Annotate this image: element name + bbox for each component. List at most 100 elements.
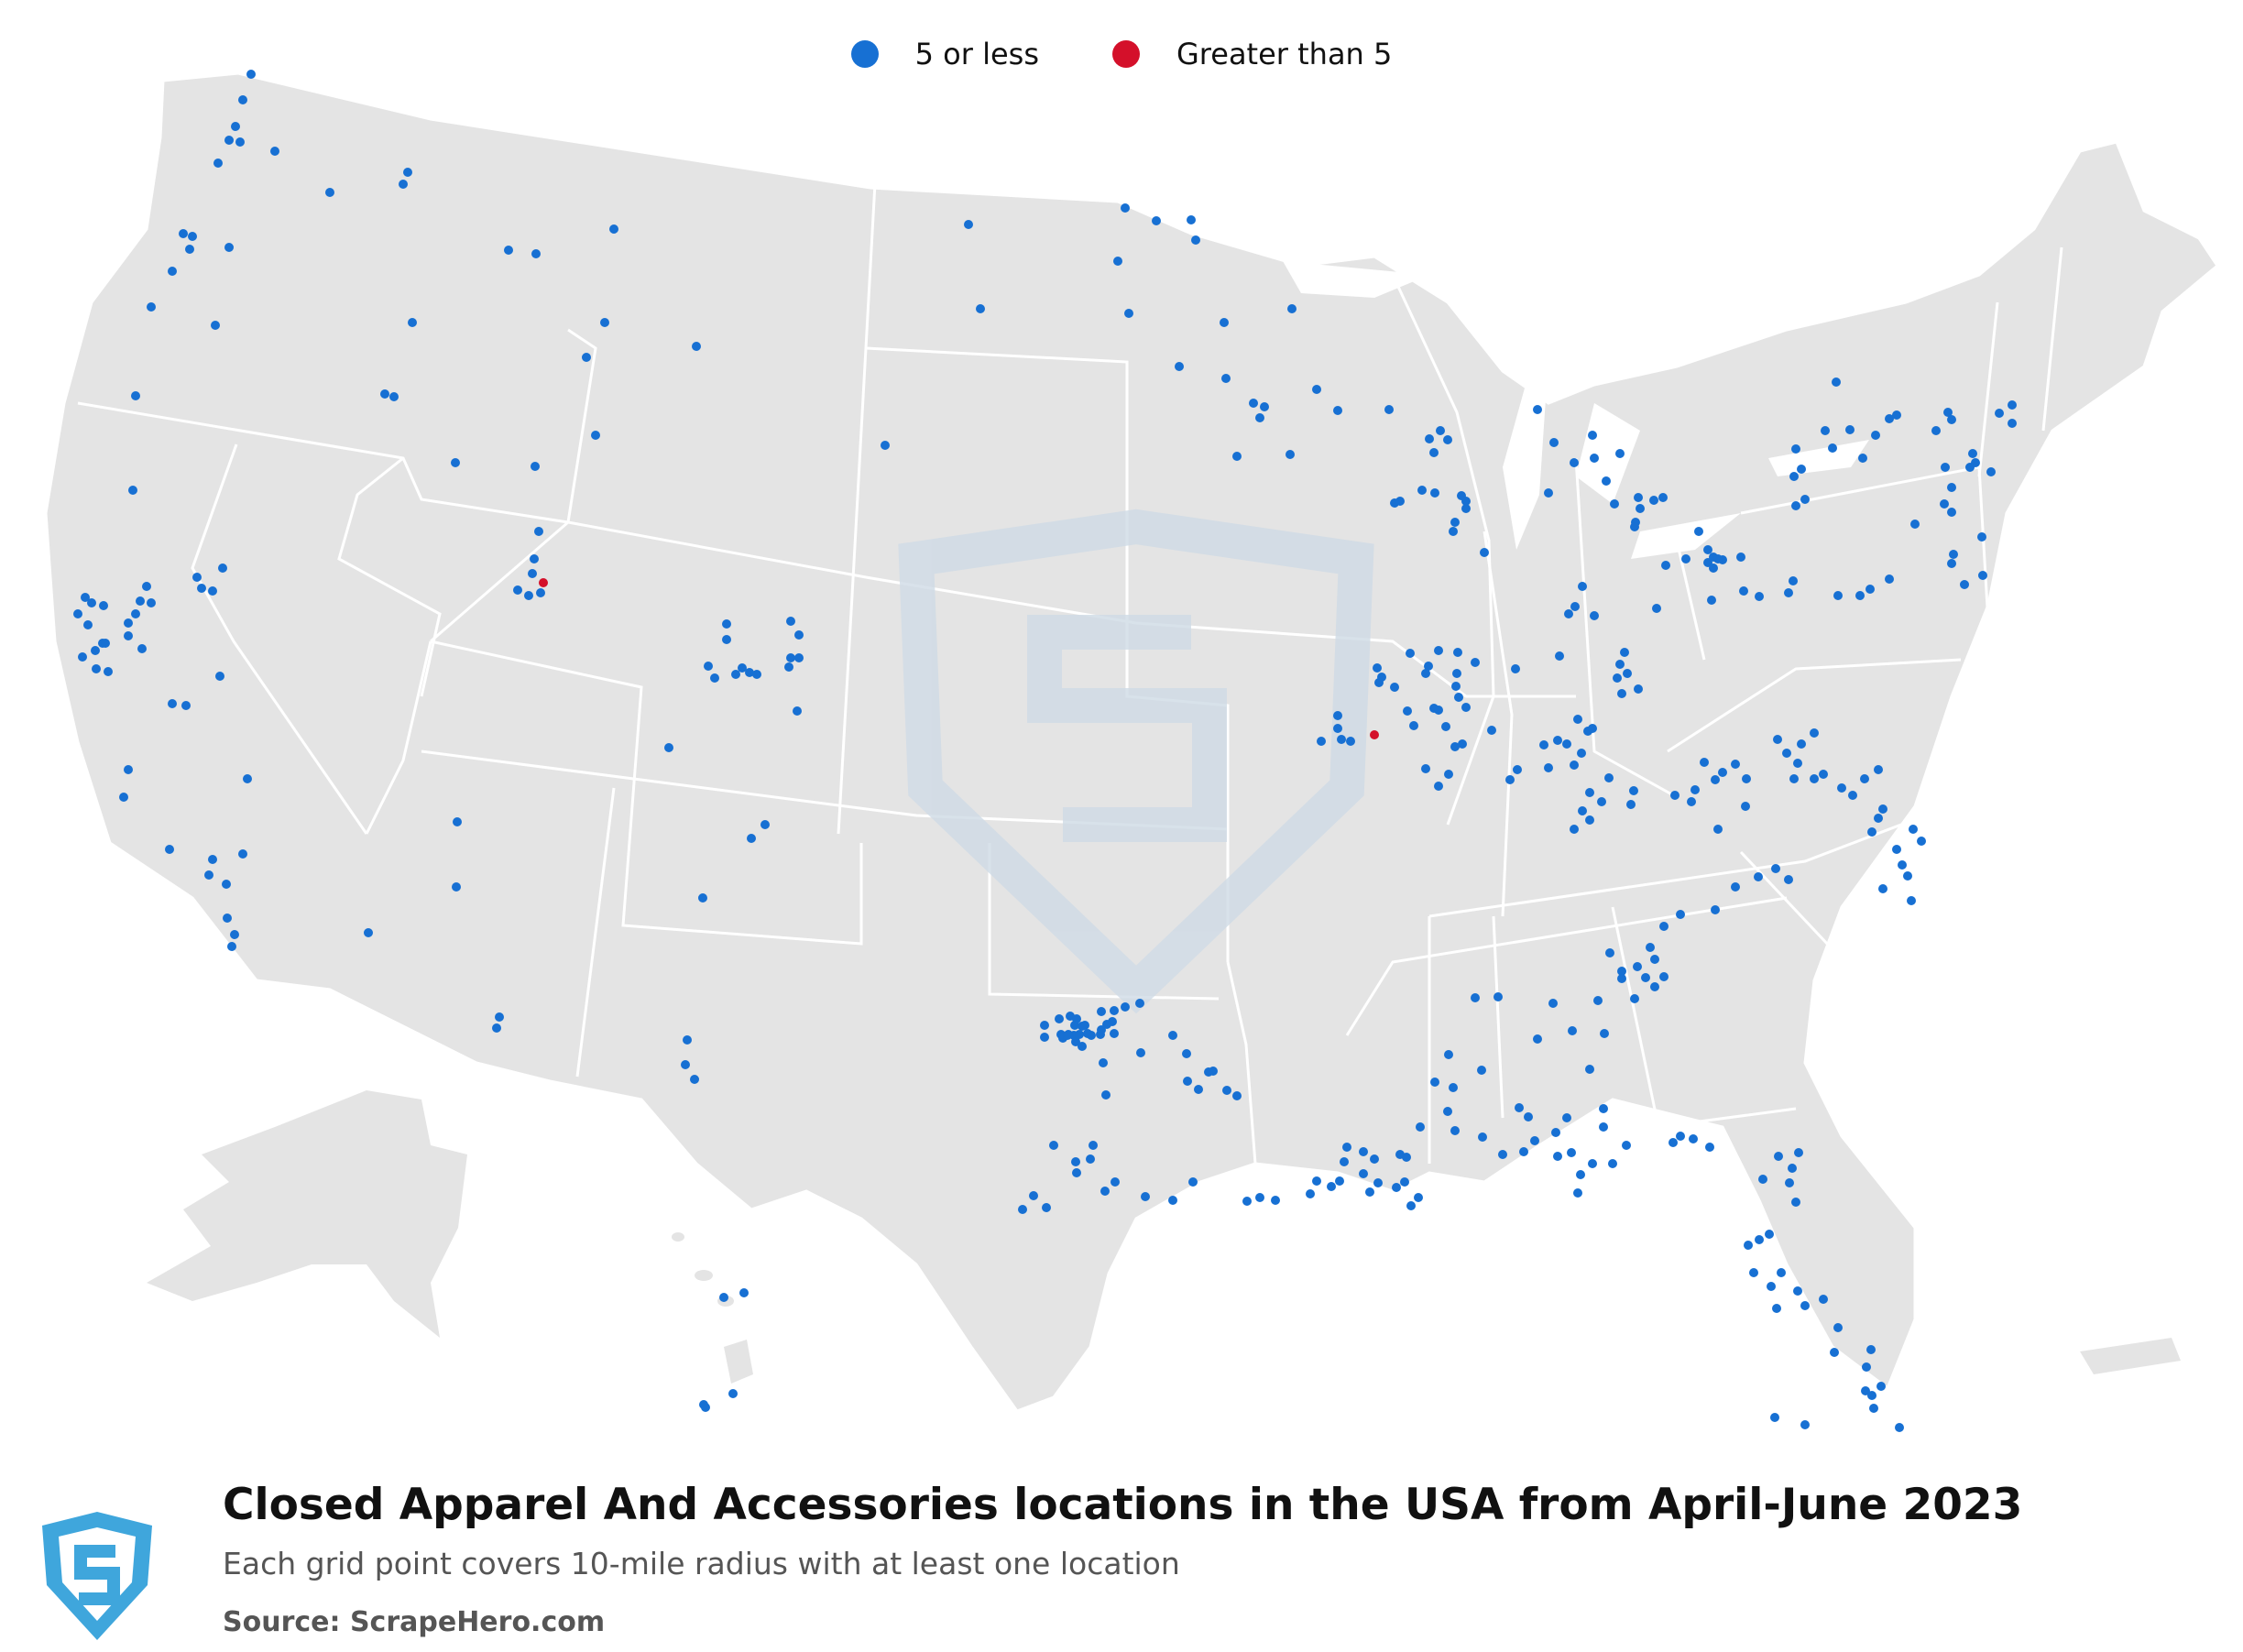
location-dot-five-or-less: [1100, 1187, 1110, 1196]
location-dot-five-or-less: [1793, 1286, 1802, 1296]
location-dot-five-or-less: [1135, 999, 1144, 1008]
location-dot-five-or-less: [722, 619, 731, 629]
location-dot-five-or-less: [222, 880, 231, 889]
location-dot-five-or-less: [600, 318, 609, 327]
location-dot-five-or-less: [752, 670, 761, 679]
location-dot-five-or-less: [165, 845, 174, 854]
location-dot-five-or-less: [1242, 1197, 1252, 1206]
location-dot-five-or-less: [1221, 374, 1231, 383]
location-dot-five-or-less: [224, 136, 234, 145]
location-dot-five-or-less: [1232, 1091, 1242, 1100]
location-dot-five-or-less: [73, 609, 82, 618]
location-dot-five-or-less: [1121, 203, 1130, 213]
location-dot-five-or-less: [1449, 1083, 1458, 1092]
location-dot-five-or-less: [1365, 1187, 1374, 1197]
location-dot-five-or-less: [976, 304, 985, 313]
location-dot-five-or-less: [124, 631, 133, 640]
location-dot-five-or-less: [1874, 765, 1883, 774]
location-dot-five-or-less: [1771, 864, 1780, 873]
location-dot-five-or-less: [235, 137, 245, 147]
location-dot-five-or-less: [1630, 522, 1639, 531]
location-dot-five-or-less: [1800, 495, 1810, 504]
location-dot-five-or-less: [1071, 1037, 1080, 1046]
location-dot-five-or-less: [1519, 1147, 1528, 1156]
location-dot-five-or-less: [147, 302, 156, 312]
location-dot-five-or-less: [78, 652, 87, 662]
location-dot-five-or-less: [1578, 806, 1587, 815]
location-dot-five-or-less: [1789, 576, 1798, 585]
location-dot-five-or-less: [1078, 1042, 1087, 1051]
location-dot-five-or-less: [1287, 304, 1297, 313]
location-dot-five-or-less: [1461, 703, 1471, 712]
location-dot-five-or-less: [1590, 454, 1599, 463]
location-dot-five-or-less: [1634, 493, 1643, 502]
location-dot-five-or-less: [530, 554, 539, 563]
location-dot-five-or-less: [204, 870, 213, 880]
location-dot-five-or-less: [690, 1075, 699, 1084]
location-dot-five-or-less: [1828, 443, 1837, 453]
red-dot-icon: [1112, 40, 1140, 68]
location-dot-five-or-less: [1271, 1196, 1280, 1205]
location-dot-five-or-less: [1694, 527, 1703, 536]
location-dot-five-or-less: [1605, 948, 1614, 957]
location-dot-five-or-less: [1782, 749, 1791, 758]
location-dot-five-or-less: [1793, 759, 1802, 768]
location-dot-five-or-less: [1731, 760, 1740, 769]
location-dot-five-or-less: [1421, 669, 1430, 678]
location-dot-five-or-less: [1544, 763, 1553, 772]
location-dot-five-or-less: [1658, 493, 1668, 502]
legend-label-greater-than-five: Greater than 5: [1176, 37, 1393, 71]
location-dot-five-or-less: [1549, 438, 1559, 447]
location-dot-five-or-less: [1533, 1034, 1542, 1044]
location-dot-five-or-less: [1871, 431, 1880, 440]
location-dot-five-or-less: [1511, 664, 1520, 673]
location-dot-five-or-less: [1636, 504, 1645, 513]
location-dot-five-or-less: [1895, 1423, 1904, 1432]
location-dot-five-or-less: [1515, 1103, 1524, 1112]
location-dot-five-or-less: [1630, 994, 1639, 1003]
location-dot-five-or-less: [1312, 385, 1321, 394]
location-dot-five-or-less: [1615, 660, 1625, 669]
location-dot-five-or-less: [710, 673, 719, 683]
location-dot-five-or-less: [531, 249, 541, 258]
location-dot-five-or-less: [1590, 611, 1599, 620]
location-dot-five-or-less: [1340, 1157, 1349, 1166]
location-dot-five-or-less: [1406, 1201, 1416, 1210]
map-title: Closed Apparel And Accessories locations…: [223, 1480, 2023, 1530]
location-dot-five-or-less: [1777, 1268, 1786, 1277]
location-dot-five-or-less: [238, 849, 247, 859]
location-dot-five-or-less: [1620, 648, 1629, 657]
location-dot-five-or-less: [1810, 728, 1819, 738]
location-dot-five-or-less: [1785, 1178, 1794, 1187]
location-dot-five-or-less: [1917, 837, 1926, 846]
location-dot-five-or-less: [1866, 585, 1875, 594]
location-dot-five-or-less: [1417, 486, 1427, 495]
location-dot-five-or-less: [1049, 1141, 1058, 1150]
location-dot-five-or-less: [1585, 1065, 1594, 1074]
location-dot-five-or-less: [1487, 726, 1496, 735]
location-dot-five-or-less: [1454, 693, 1463, 702]
location-dot-five-or-less: [238, 95, 247, 104]
location-dot-five-or-less: [1400, 1177, 1409, 1187]
location-dot-five-or-less: [128, 486, 137, 495]
location-dot-five-or-less: [1931, 426, 1941, 435]
location-dot-five-or-less: [1471, 993, 1480, 1002]
location-dot-five-or-less: [1819, 770, 1828, 779]
location-dot-five-or-less: [1191, 235, 1200, 245]
location-dot-five-or-less: [104, 667, 113, 676]
location-dot-five-or-less: [1444, 770, 1453, 779]
location-dot-five-or-less: [1626, 800, 1636, 809]
location-dot-five-or-less: [1110, 1006, 1119, 1015]
location-dot-five-or-less: [1909, 825, 1918, 834]
location-dot-five-or-less: [99, 601, 108, 610]
footer: Closed Apparel And Accessories locations…: [0, 1461, 2243, 1645]
location-dot-five-or-less: [1029, 1191, 1038, 1200]
location-dot-five-or-less: [1689, 1134, 1698, 1143]
location-dot-five-or-less: [492, 1023, 501, 1033]
location-dot-five-or-less: [168, 699, 177, 708]
location-dot-five-or-less: [1600, 1029, 1609, 1038]
location-dot-five-or-less: [1876, 1382, 1886, 1391]
location-dot-five-or-less: [704, 662, 713, 671]
location-dot-five-or-less: [1424, 662, 1433, 671]
location-dot-five-or-less: [1739, 586, 1748, 596]
